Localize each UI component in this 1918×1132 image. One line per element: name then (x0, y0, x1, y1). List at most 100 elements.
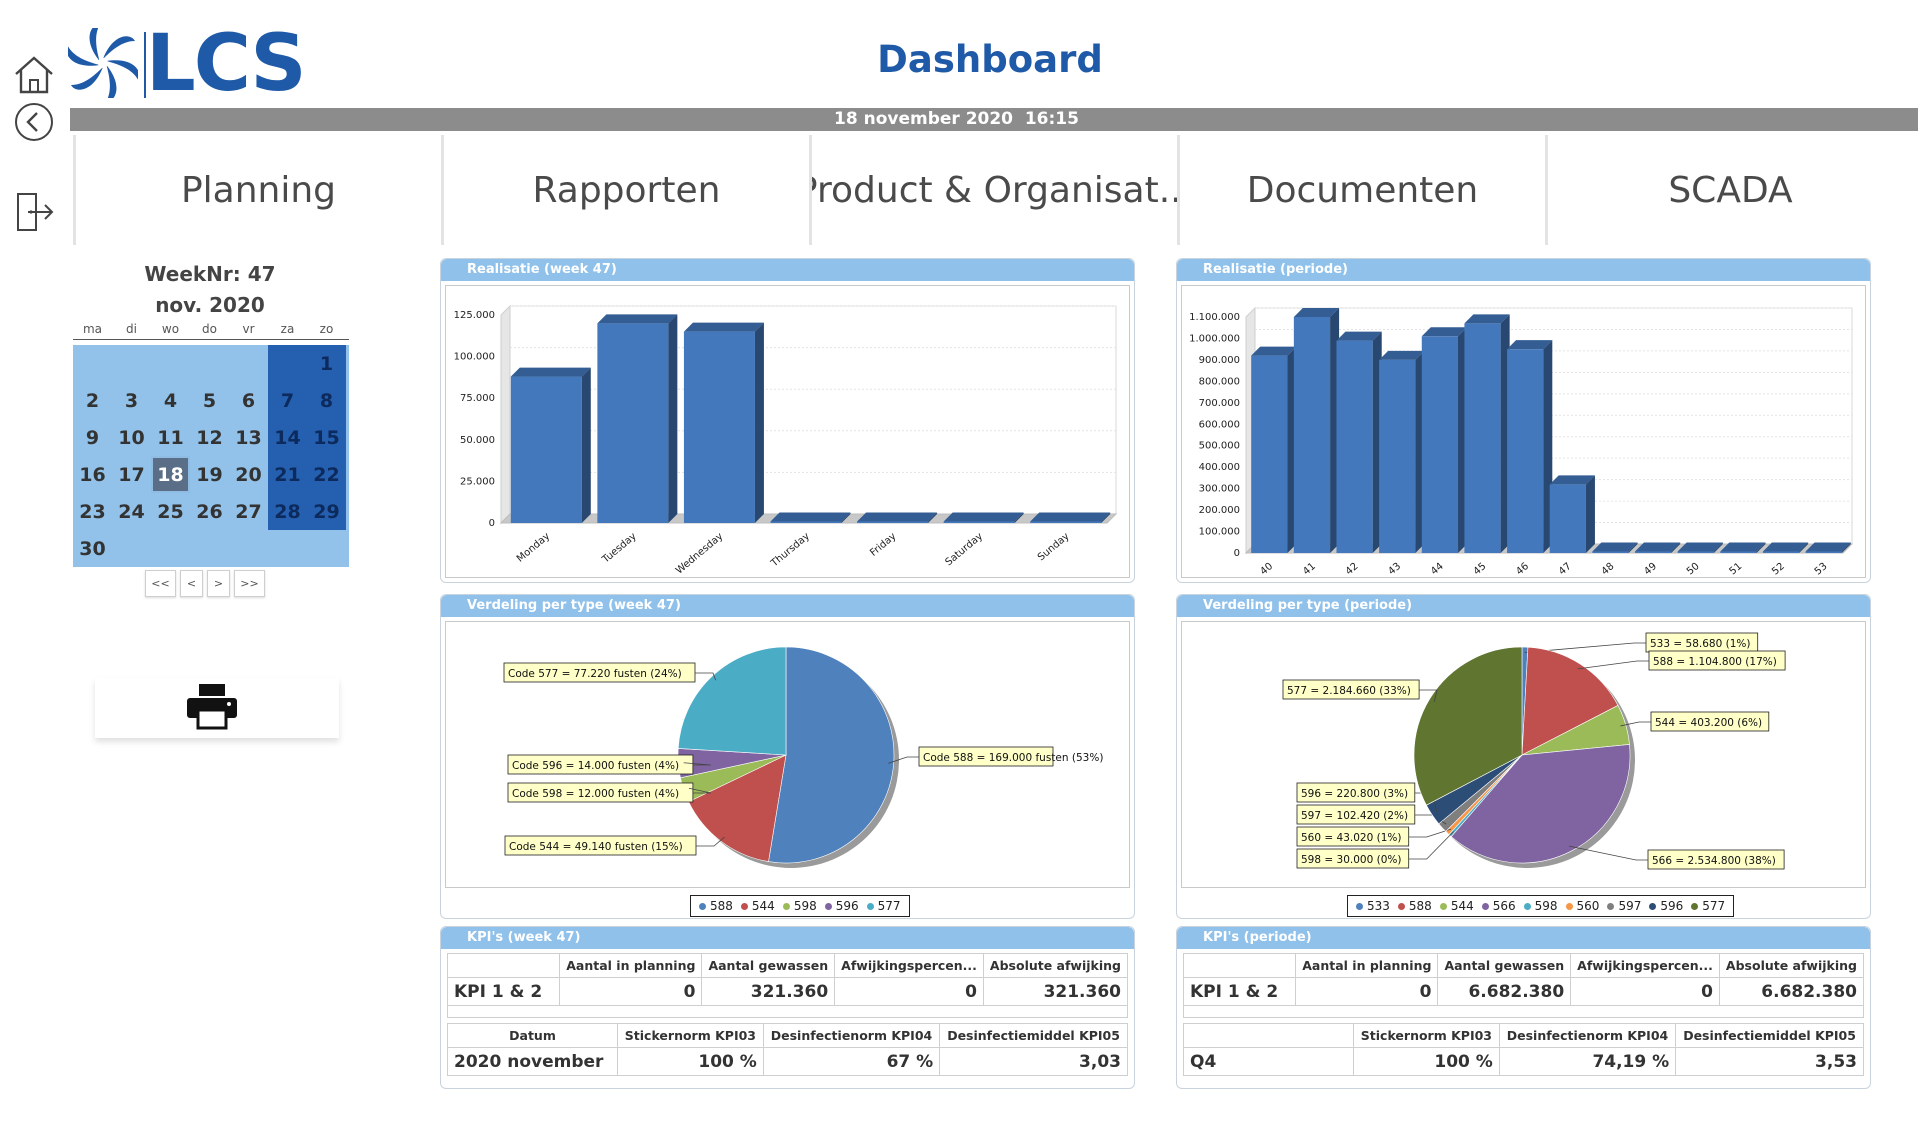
calendar-day-22[interactable]: 22 (307, 456, 346, 493)
calendar-day-19[interactable]: 19 (196, 463, 223, 486)
kpi-header-cell: Datum (447, 1023, 618, 1048)
nav-tile-scada[interactable]: SCADA (1545, 135, 1913, 245)
bar-43-top (1379, 350, 1425, 360)
calendar-day-17[interactable]: 17 (118, 463, 145, 486)
kpi-header-cell: Absolute afwijking (1718, 953, 1865, 978)
back-icon[interactable] (12, 100, 56, 144)
legend-swatch (1439, 902, 1447, 910)
kpi-value-cell: 0 (1570, 977, 1720, 1006)
calendar-day-2[interactable]: 2 (85, 389, 100, 412)
calendar-day-11[interactable]: 11 (157, 426, 184, 449)
panel-body (445, 621, 1130, 888)
pie-slice-588 (768, 646, 895, 864)
bar-Saturday-front (943, 521, 1015, 523)
bar-46-top (1507, 340, 1553, 350)
calendar-prev-year-button[interactable]: << (145, 570, 176, 597)
legend-label: 597 (1618, 899, 1642, 913)
printer-icon[interactable] (185, 682, 239, 730)
calendar-day-8[interactable]: 8 (307, 382, 346, 419)
pie-label-box-577 (503, 662, 696, 683)
calendar-day-3[interactable]: 3 (124, 389, 139, 412)
calendar-day-13[interactable]: 13 (235, 426, 262, 449)
kpi-spacer-row (447, 1005, 1128, 1018)
legend-item-598: 598 (1523, 899, 1558, 913)
nav-tile-planning[interactable]: Planning (73, 135, 441, 245)
pie-label-598: Code 598 = 12.000 fusten (4%) (512, 788, 679, 800)
legend-swatch (1649, 902, 1657, 910)
calendar-empty-cell (190, 530, 229, 567)
bar-49-top (1634, 542, 1681, 552)
calendar-day-14[interactable]: 14 (268, 419, 307, 456)
kpi-value-cell: 6.682.380 (1718, 977, 1865, 1006)
calendar-weekday-di: di (126, 322, 137, 336)
logout-icon[interactable] (12, 190, 56, 234)
calendar-day-27[interactable]: 27 (235, 500, 262, 523)
calendar-day-24[interactable]: 24 (118, 500, 145, 523)
calendar-day-12[interactable]: 12 (196, 426, 223, 449)
legend-label: 577 (1702, 899, 1726, 913)
pie-label-box-596 (1296, 782, 1416, 803)
calendar-day-28[interactable]: 28 (268, 493, 307, 530)
home-icon[interactable] (12, 52, 56, 96)
calendar-day-10[interactable]: 10 (118, 426, 145, 449)
calendar-day-4[interactable]: 4 (163, 389, 178, 412)
chart-x-tick-label: 48 (1600, 561, 1617, 578)
kpi-header-cell: Aantal gewassen (1437, 953, 1572, 978)
chart-x-tick-label: 50 (1685, 561, 1702, 578)
bar-Monday-front (510, 376, 582, 523)
calendar-weekday-zo: zo (319, 322, 334, 336)
legend-label: 588 (710, 899, 733, 913)
nav-tile-documenten[interactable]: Documenten (1177, 135, 1545, 245)
pie-label-box-598 (1296, 848, 1410, 869)
calendar-empty-cell (268, 345, 307, 382)
chart-x-tick-label: Monday (515, 531, 552, 565)
bar-42-top (1336, 331, 1382, 341)
chart-x-tick-label: Sunday (1036, 531, 1072, 564)
pie-leader-line (1419, 689, 1438, 703)
nav-tile-product-organisatie[interactable]: Product & Organisat... (809, 135, 1177, 245)
bar-50-side (1713, 542, 1723, 553)
legend-label: 598 (793, 899, 817, 913)
calendar-day-25[interactable]: 25 (157, 500, 184, 523)
calendar-day-9[interactable]: 9 (85, 426, 100, 449)
calendar-day-29[interactable]: 29 (307, 493, 346, 530)
pie-label-597: 597 = 102.420 (2%) (1301, 810, 1408, 822)
calendar-prev-month-button[interactable]: < (180, 570, 203, 597)
chart-x-tick-label: 40 (1258, 561, 1275, 578)
calendar-day-1[interactable]: 1 (307, 345, 346, 382)
bar-41-front (1293, 317, 1331, 553)
calendar-day-23[interactable]: 23 (79, 500, 106, 523)
legend-swatch (1523, 902, 1531, 910)
panel-body (1181, 621, 1866, 888)
kpi-value-cell: 0 (834, 977, 984, 1006)
calendar-next-year-button[interactable]: >> (234, 570, 265, 597)
chart-x-tick-label: 45 (1472, 561, 1489, 578)
chart-y-tick-label: 25.000 (460, 476, 495, 487)
kpi-header-cell: Stickernorm KPI03 (617, 1023, 764, 1048)
kpi-value-cell: 321.360 (701, 977, 836, 1006)
legend-item-588: 588 (699, 899, 733, 913)
calendar-day-7[interactable]: 7 (268, 382, 307, 419)
panel-title: Verdeling per type (periode) (1177, 595, 1870, 617)
calendar-day-26[interactable]: 26 (196, 500, 223, 523)
calendar-day-16[interactable]: 16 (79, 463, 106, 486)
pie-leader-line (1577, 660, 1649, 670)
nav-tile-rapporten[interactable]: Rapporten (441, 135, 809, 245)
calendar-day-20[interactable]: 20 (235, 463, 262, 486)
bar-52-top (1762, 542, 1809, 552)
calendar-day-30[interactable]: 30 (79, 537, 106, 560)
bar-Wednesday-top (683, 322, 764, 332)
bar-40-front (1251, 355, 1288, 553)
calendar-day-18[interactable]: 18 (151, 456, 190, 493)
calendar-next-month-button[interactable]: > (207, 570, 230, 597)
calendar-day-15[interactable]: 15 (307, 419, 346, 456)
bar-48-side (1628, 542, 1638, 553)
calendar-day-6[interactable]: 6 (241, 389, 256, 412)
calendar-empty-cell (229, 530, 268, 567)
legend-swatch (1356, 902, 1363, 910)
legend-item-597: 597 (1607, 899, 1641, 913)
chart-y-tick-label: 600.000 (1199, 419, 1240, 430)
calendar-day-5[interactable]: 5 (202, 389, 217, 412)
calendar-day-21[interactable]: 21 (268, 456, 307, 493)
legend-item-596: 596 (824, 899, 859, 913)
